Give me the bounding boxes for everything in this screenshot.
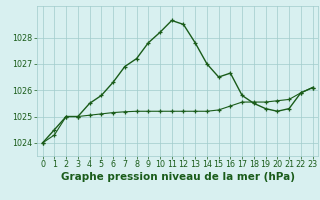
X-axis label: Graphe pression niveau de la mer (hPa): Graphe pression niveau de la mer (hPa) xyxy=(60,172,295,182)
